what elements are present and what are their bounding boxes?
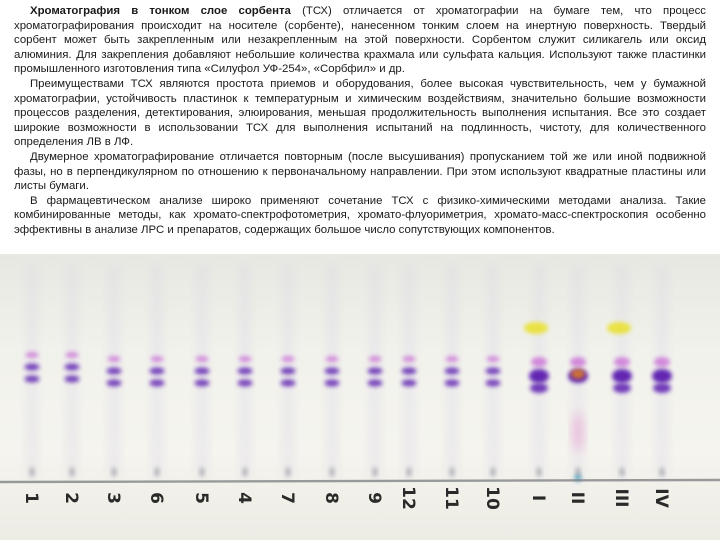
yellow-spot (524, 322, 548, 334)
origin-mark (490, 467, 496, 477)
lane-trace (66, 264, 78, 479)
lane-label: 12 (398, 486, 418, 510)
spot (368, 355, 382, 363)
spot (401, 379, 417, 387)
yellow-spot (607, 322, 631, 334)
spot (24, 363, 40, 371)
spot (237, 367, 253, 375)
spot (324, 379, 340, 387)
spot (324, 367, 340, 375)
origin-mark (575, 467, 581, 477)
spot (367, 367, 383, 375)
origin-mark (154, 467, 160, 477)
spot (194, 367, 210, 375)
spot (444, 367, 460, 375)
spot (64, 363, 80, 371)
spot (106, 367, 122, 375)
paragraph-1: Хроматография в тонком слое сорбента (ТС… (14, 4, 706, 77)
spot (485, 367, 501, 375)
lane-label: 7 (277, 492, 297, 504)
spot (25, 351, 39, 359)
spot (238, 355, 252, 363)
spot (531, 357, 547, 367)
origin-mark (242, 467, 248, 477)
spot (325, 355, 339, 363)
spot (402, 355, 416, 363)
lane-label: 9 (364, 492, 384, 504)
start-line (0, 478, 720, 484)
origin-mark (29, 467, 35, 477)
spot (64, 375, 80, 383)
lane-label: 6 (146, 492, 166, 504)
lane-label: I (528, 495, 548, 501)
lane-label: 3 (103, 492, 123, 504)
spot (280, 379, 296, 387)
origin-mark (372, 467, 378, 477)
spot (65, 351, 79, 359)
spot (485, 379, 501, 387)
chromatogram-spots (24, 322, 672, 482)
spot (194, 379, 210, 387)
spot (107, 355, 121, 363)
origin-mark (69, 467, 75, 477)
origin-mark (659, 467, 665, 477)
paragraph-4: В фармацевтическом анализе широко примен… (14, 194, 706, 236)
document-text: Хроматография в тонком слое сорбента (ТС… (14, 4, 706, 238)
spot (281, 355, 295, 363)
pink-streak (573, 412, 583, 452)
spot (614, 357, 630, 367)
spot (529, 369, 549, 383)
orange-spot (571, 369, 585, 379)
lane-labels: 1 2 3 6 5 4 7 8 9 12 11 10 I II III IV (21, 486, 671, 510)
origin-mark (619, 467, 625, 477)
lane-label: II (567, 492, 587, 505)
spot (653, 383, 671, 393)
spot (150, 355, 164, 363)
lane-trace (26, 264, 38, 479)
paragraph-3: Двумерное хроматографирование отличается… (14, 150, 706, 193)
lane-label: 4 (234, 492, 254, 504)
lane-label: 2 (61, 492, 81, 504)
spot (530, 383, 548, 393)
spot (106, 379, 122, 387)
paragraph-1-heading: Хроматография в тонком слое сорбента (30, 5, 291, 17)
spot (445, 355, 459, 363)
lane-label: III (611, 489, 631, 508)
origin-mark (329, 467, 335, 477)
lane-label: 11 (441, 486, 461, 510)
lane-label: IV (651, 488, 671, 508)
lane-label: 8 (321, 492, 341, 504)
origin-mark (285, 467, 291, 477)
spot (195, 355, 209, 363)
spot (570, 357, 586, 367)
origin-mark (111, 467, 117, 477)
origin-mark (199, 467, 205, 477)
tlc-plate-photo: 1 2 3 6 5 4 7 8 9 12 11 10 I II III IV (0, 254, 720, 540)
spot (24, 375, 40, 383)
spot (613, 383, 631, 393)
lane-label: 1 (21, 492, 41, 504)
tlc-plate-svg: 1 2 3 6 5 4 7 8 9 12 11 10 I II III IV (0, 264, 720, 510)
paragraph-1-text: (ТСХ) отличается от хроматографии на бум… (14, 5, 706, 76)
origin-mark (536, 467, 542, 477)
lane-label: 5 (191, 492, 211, 504)
spot (149, 379, 165, 387)
lane-label: 10 (482, 486, 502, 510)
spot (149, 367, 165, 375)
spot (401, 367, 417, 375)
origin-mark (406, 467, 412, 477)
paragraph-2: Преимуществами ТСХ являются простота при… (14, 77, 706, 149)
spot (444, 379, 460, 387)
origin-mark (449, 467, 455, 477)
spot (654, 357, 670, 367)
spot (367, 379, 383, 387)
spot (486, 355, 500, 363)
spot (237, 379, 253, 387)
spot (652, 369, 672, 383)
spot (612, 369, 632, 383)
spot (280, 367, 296, 375)
